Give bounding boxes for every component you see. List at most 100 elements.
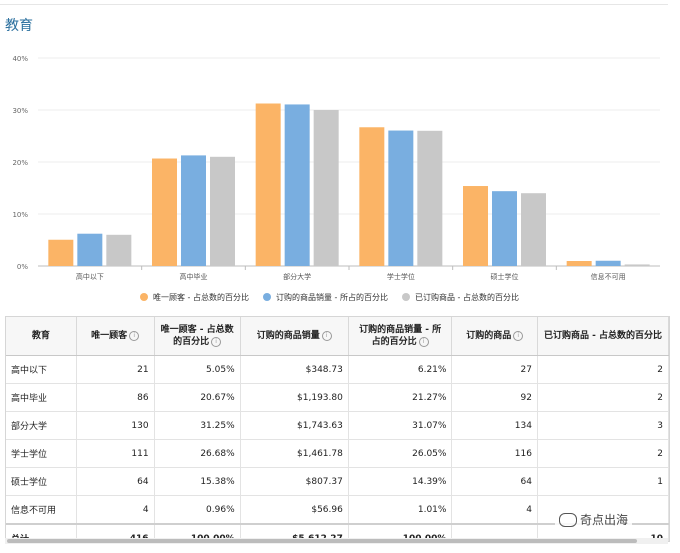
info-icon[interactable]: i <box>211 336 222 347</box>
bar-2-5 <box>492 191 517 266</box>
table-cell: 学士学位 <box>6 439 77 468</box>
table-cell: 1 <box>537 467 669 496</box>
legend-swatch <box>140 293 148 301</box>
header-unique-customers[interactable]: 唯一顾客 i <box>76 317 155 356</box>
table-cell: 86 <box>76 383 155 412</box>
bar-1-4 <box>359 127 385 266</box>
bar-3-1 <box>106 234 132 266</box>
watermark-text: 奇点出海 <box>580 513 629 527</box>
table-cell: 116 <box>451 439 538 468</box>
header-units-ordered-pct[interactable]: 已订购商品 - 占总数的百分比 <box>537 317 669 356</box>
bar-2-1 <box>77 233 103 266</box>
legend-swatch <box>262 293 271 301</box>
header-units-sales-pct[interactable]: 订购的商品销量 - 所占的百分比 i <box>348 317 453 356</box>
table-cell: $807.37 <box>240 467 349 496</box>
bar-1-2 <box>152 158 177 266</box>
table-row: 部分大学 130 31.25% $1,743.63 31.07% 134 3 <box>6 411 669 440</box>
table-row: 信息不可用 4 0.96% $56.96 1.01% 4 <box>6 495 669 525</box>
table-cell: 130 <box>76 411 155 440</box>
table-cell: 硕士学位 <box>6 467 77 496</box>
top-divider <box>0 4 668 5</box>
total-cell <box>451 523 538 541</box>
table-cell: 高中毕业 <box>6 383 77 412</box>
bar-3-2 <box>210 156 235 266</box>
bar-3-3 <box>313 110 339 266</box>
table-cell: 15.38% <box>154 467 241 496</box>
x-tick-label: 部分大学 <box>283 272 311 281</box>
total-cell: 100.00% <box>348 523 453 541</box>
total-cell: $5,612.27 <box>240 523 349 541</box>
bar-1-5 <box>463 186 488 266</box>
education-table: 教育 唯一顾客 i 唯一顾客 - 占总数的百分比 i 订购的商品销量 i 订购的商品销… <box>6 317 669 541</box>
bar-1-3 <box>255 103 281 266</box>
table-row: 高中以下 21 5.05% $348.73 6.21% 27 2 <box>6 355 669 384</box>
table-cell: 4 <box>451 495 538 525</box>
table-cell: 26.68% <box>154 439 241 468</box>
legend-swatch <box>401 293 410 301</box>
bar-1-6 <box>566 261 592 266</box>
y-tick-label: 0% <box>17 263 28 271</box>
x-tick-label: 信息不可用 <box>591 272 626 281</box>
header-units-ordered[interactable]: 订购的商品 i <box>451 317 538 356</box>
table-row: 硕士学位 64 15.38% $807.37 14.39% 64 1 <box>6 467 669 496</box>
legend-item-series-2[interactable]: 订购的商品销量 - 所占的百分比 <box>262 292 388 303</box>
table-cell: 21.27% <box>348 383 453 412</box>
page-title: 教育 <box>5 18 33 34</box>
wechat-icon <box>559 512 577 527</box>
x-tick-label: 高中毕业 <box>180 272 208 281</box>
x-tick-label: 学士学位 <box>387 272 415 281</box>
table-cell: 高中以下 <box>6 355 77 384</box>
table-cell: 2 <box>537 355 669 384</box>
table-cell: 2 <box>537 439 669 468</box>
table-cell: $1,461.78 <box>240 439 349 468</box>
chart-legend: 唯一顾客 - 占总数的百分比 订购的商品销量 - 所占的百分比 已订购商品 - … <box>140 289 519 305</box>
table-cell: 31.07% <box>348 411 453 440</box>
y-tick-label: 30% <box>12 107 28 115</box>
bar-2-4 <box>388 130 414 266</box>
table-header-row: 教育 唯一顾客 i 唯一顾客 - 占总数的百分比 i 订购的商品销量 i 订购的商品销… <box>6 317 669 356</box>
table-cell: 26.05% <box>348 439 453 468</box>
y-tick-label: 10% <box>12 211 28 219</box>
table-cell: 6.21% <box>348 355 453 384</box>
table-cell: 4 <box>76 495 155 525</box>
x-tick-label: 硕士学位 <box>491 272 519 281</box>
table-cell: 部分大学 <box>6 411 77 440</box>
total-cell: 416 <box>76 523 155 541</box>
header-units-sales[interactable]: 订购的商品销量 i <box>240 317 349 356</box>
education-table-container: 教育 唯一顾客 i 唯一顾客 - 占总数的百分比 i 订购的商品销量 i 订购的商品销… <box>5 316 670 542</box>
bar-1-1 <box>48 239 74 266</box>
bar-3-5 <box>521 193 546 266</box>
y-tick-label: 40% <box>12 55 28 63</box>
table-cell: 1.01% <box>348 495 453 525</box>
scrollbar-thumb[interactable] <box>7 539 637 543</box>
header-education[interactable]: 教育 <box>6 317 77 356</box>
table-cell: 64 <box>76 467 155 496</box>
legend-label: 订购的商品销量 - 所占的百分比 <box>275 292 388 302</box>
y-tick-label: 20% <box>12 159 28 167</box>
header-unique-customers-pct[interactable]: 唯一顾客 - 占总数的百分比 i <box>154 317 241 356</box>
table-cell: 3 <box>537 411 669 440</box>
info-icon[interactable]: i <box>418 336 429 347</box>
table-row: 学士学位 111 26.68% $1,461.78 26.05% 116 2 <box>6 439 669 468</box>
table-cell: 0.96% <box>154 495 241 525</box>
legend-item-series-1[interactable]: 唯一顾客 - 占总数的百分比 <box>140 292 249 303</box>
table-cell: 21 <box>76 355 155 384</box>
bar-3-6 <box>624 264 650 266</box>
table-cell: 111 <box>76 439 155 468</box>
table-cell: $1,193.80 <box>240 383 349 412</box>
info-icon[interactable]: i <box>321 330 332 341</box>
legend-item-series-3[interactable]: 已订购商品 - 占总数的百分比 <box>401 292 519 303</box>
info-icon[interactable]: i <box>129 330 140 341</box>
table-cell: 14.39% <box>348 467 453 496</box>
table-cell: 20.67% <box>154 383 241 412</box>
table-row: 高中毕业 86 20.67% $1,193.80 21.27% 92 2 <box>6 383 669 412</box>
table-cell: $348.73 <box>240 355 349 384</box>
bar-chart: 0% 10% 20% 30% 40% 高中以下 高中毕业 部分大学 学士学位 硕士学位 信息不可用 <box>12 55 660 281</box>
table-cell: 27 <box>451 355 538 384</box>
total-cell: 100.00% <box>154 523 241 541</box>
info-icon[interactable]: i <box>513 330 524 341</box>
x-tick-label: 高中以下 <box>76 272 104 281</box>
bar-3-4 <box>417 130 443 266</box>
watermark: 奇点出海 <box>555 510 633 529</box>
horizontal-scrollbar[interactable] <box>5 538 668 544</box>
